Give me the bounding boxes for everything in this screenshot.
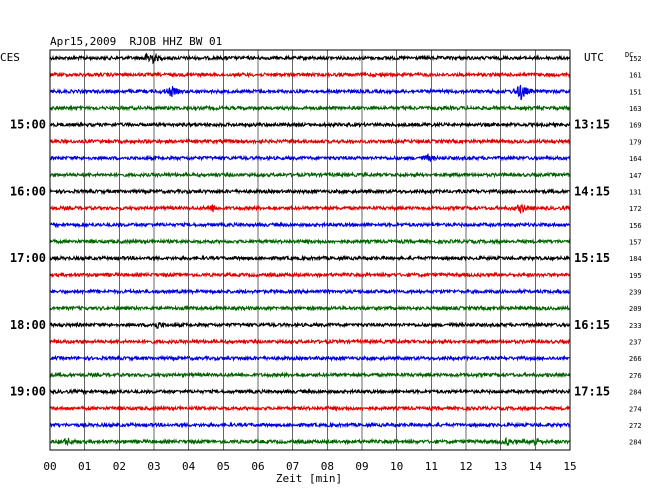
trace-row-7: [49, 171, 571, 179]
trace-row-8: [49, 187, 571, 196]
left-time-label: 17:00: [10, 251, 46, 265]
trace-row-6: [49, 153, 571, 162]
right-time-label: 16:15: [574, 318, 610, 332]
dc-value: 147: [629, 172, 642, 180]
chart-title: Apr15,2009 RJOB HHZ BW 01: [50, 35, 222, 48]
trace-row-3: [49, 104, 571, 112]
dc-label: DC: [625, 51, 633, 59]
dc-value: 163: [629, 105, 642, 113]
dc-value: 172: [629, 205, 642, 213]
trace-row-19: [49, 371, 571, 379]
right-zone-label: UTC: [584, 51, 604, 64]
plot-frame: [49, 49, 571, 451]
x-tick-label: 07: [286, 460, 299, 473]
left-time-label: 18:00: [10, 318, 46, 332]
left-time-label: 19:00: [10, 385, 46, 399]
left-zone-label: CES: [0, 51, 20, 64]
trace-row-13: [49, 271, 571, 279]
x-tick-label: 01: [78, 460, 91, 473]
dc-value: 151: [629, 88, 642, 96]
x-tick-label: 03: [147, 460, 160, 473]
trace-row-17: [49, 337, 571, 346]
dc-value: 233: [629, 322, 642, 330]
trace-row-11: [49, 237, 571, 246]
trace-row-0: [49, 52, 571, 65]
dc-value: 266: [629, 355, 642, 363]
dc-value: 164: [629, 155, 642, 163]
left-time-labels: 15:00 16:00 17:00 18:00 19:00: [10, 118, 46, 399]
dc-value: 156: [629, 222, 642, 230]
dc-value: 284: [629, 389, 642, 397]
x-tick-label: 02: [113, 460, 126, 473]
trace-row-14: [49, 287, 571, 296]
x-tick-label: 06: [251, 460, 264, 473]
dc-value: 184: [629, 255, 642, 263]
dc-value-labels: 152 161 151 163 169 179 164 147 131 172 156 157 184 1…: [629, 55, 642, 447]
x-tick-label: 11: [425, 460, 438, 473]
x-tick-label: 05: [217, 460, 230, 473]
right-time-label: 15:15: [574, 251, 610, 265]
left-time-label: 16:00: [10, 184, 46, 198]
trace-row-5: [49, 137, 571, 146]
trace-row-16: [49, 321, 571, 329]
x-tick-label: 15: [563, 460, 576, 473]
dc-value: 157: [629, 238, 642, 246]
dc-value: 239: [629, 289, 642, 297]
x-tick-labels: 00 01 02 03 04 05 06 07 08 09 10 11 12 13 14 15: [43, 460, 576, 473]
trace-row-4: [49, 121, 571, 129]
dc-value: 169: [629, 122, 642, 130]
x-axis-label: Zeit [min]: [276, 472, 342, 485]
right-time-label: 14:15: [574, 184, 610, 198]
dc-value: 272: [629, 422, 642, 430]
trace-row-9: [49, 203, 571, 215]
right-time-label: 17:15: [574, 385, 610, 399]
dc-value: 195: [629, 272, 642, 280]
x-tick-label: 12: [459, 460, 472, 473]
dc-value: 274: [629, 405, 642, 413]
trace-row-15: [49, 304, 571, 312]
trace-row-18: [49, 354, 571, 363]
grid-lines: [49, 50, 571, 450]
x-tick-label: 00: [43, 460, 56, 473]
dc-value: 152: [629, 55, 642, 63]
x-tick-label: 10: [390, 460, 403, 473]
dc-value: 161: [629, 72, 642, 80]
x-tick-label: 14: [529, 460, 543, 473]
trace-row-20: [49, 388, 571, 396]
trace-row-12: [49, 254, 571, 262]
x-tick-label: 08: [321, 460, 334, 473]
trace-row-2: [49, 84, 571, 101]
dc-value: 284: [629, 439, 642, 447]
left-time-label: 15:00: [10, 118, 46, 132]
trace-row-21: [49, 404, 571, 413]
dc-value: 237: [629, 339, 642, 347]
dc-value: 179: [629, 138, 642, 146]
trace-row-23: [49, 436, 571, 447]
right-time-labels: 13:15 14:15 15:15 16:15 17:15: [574, 118, 610, 399]
x-tick-label: 04: [182, 460, 196, 473]
x-tick-label: 09: [355, 460, 368, 473]
right-time-label: 13:15: [574, 118, 610, 132]
trace-row-1: [49, 70, 571, 79]
dc-value: 131: [629, 188, 642, 196]
trace-row-22: [49, 421, 571, 429]
trace-row-10: [49, 221, 571, 229]
x-tick-label: 13: [494, 460, 507, 473]
seismic-traces: [49, 52, 571, 447]
dc-value: 276: [629, 372, 642, 380]
dc-value: 209: [629, 305, 642, 313]
